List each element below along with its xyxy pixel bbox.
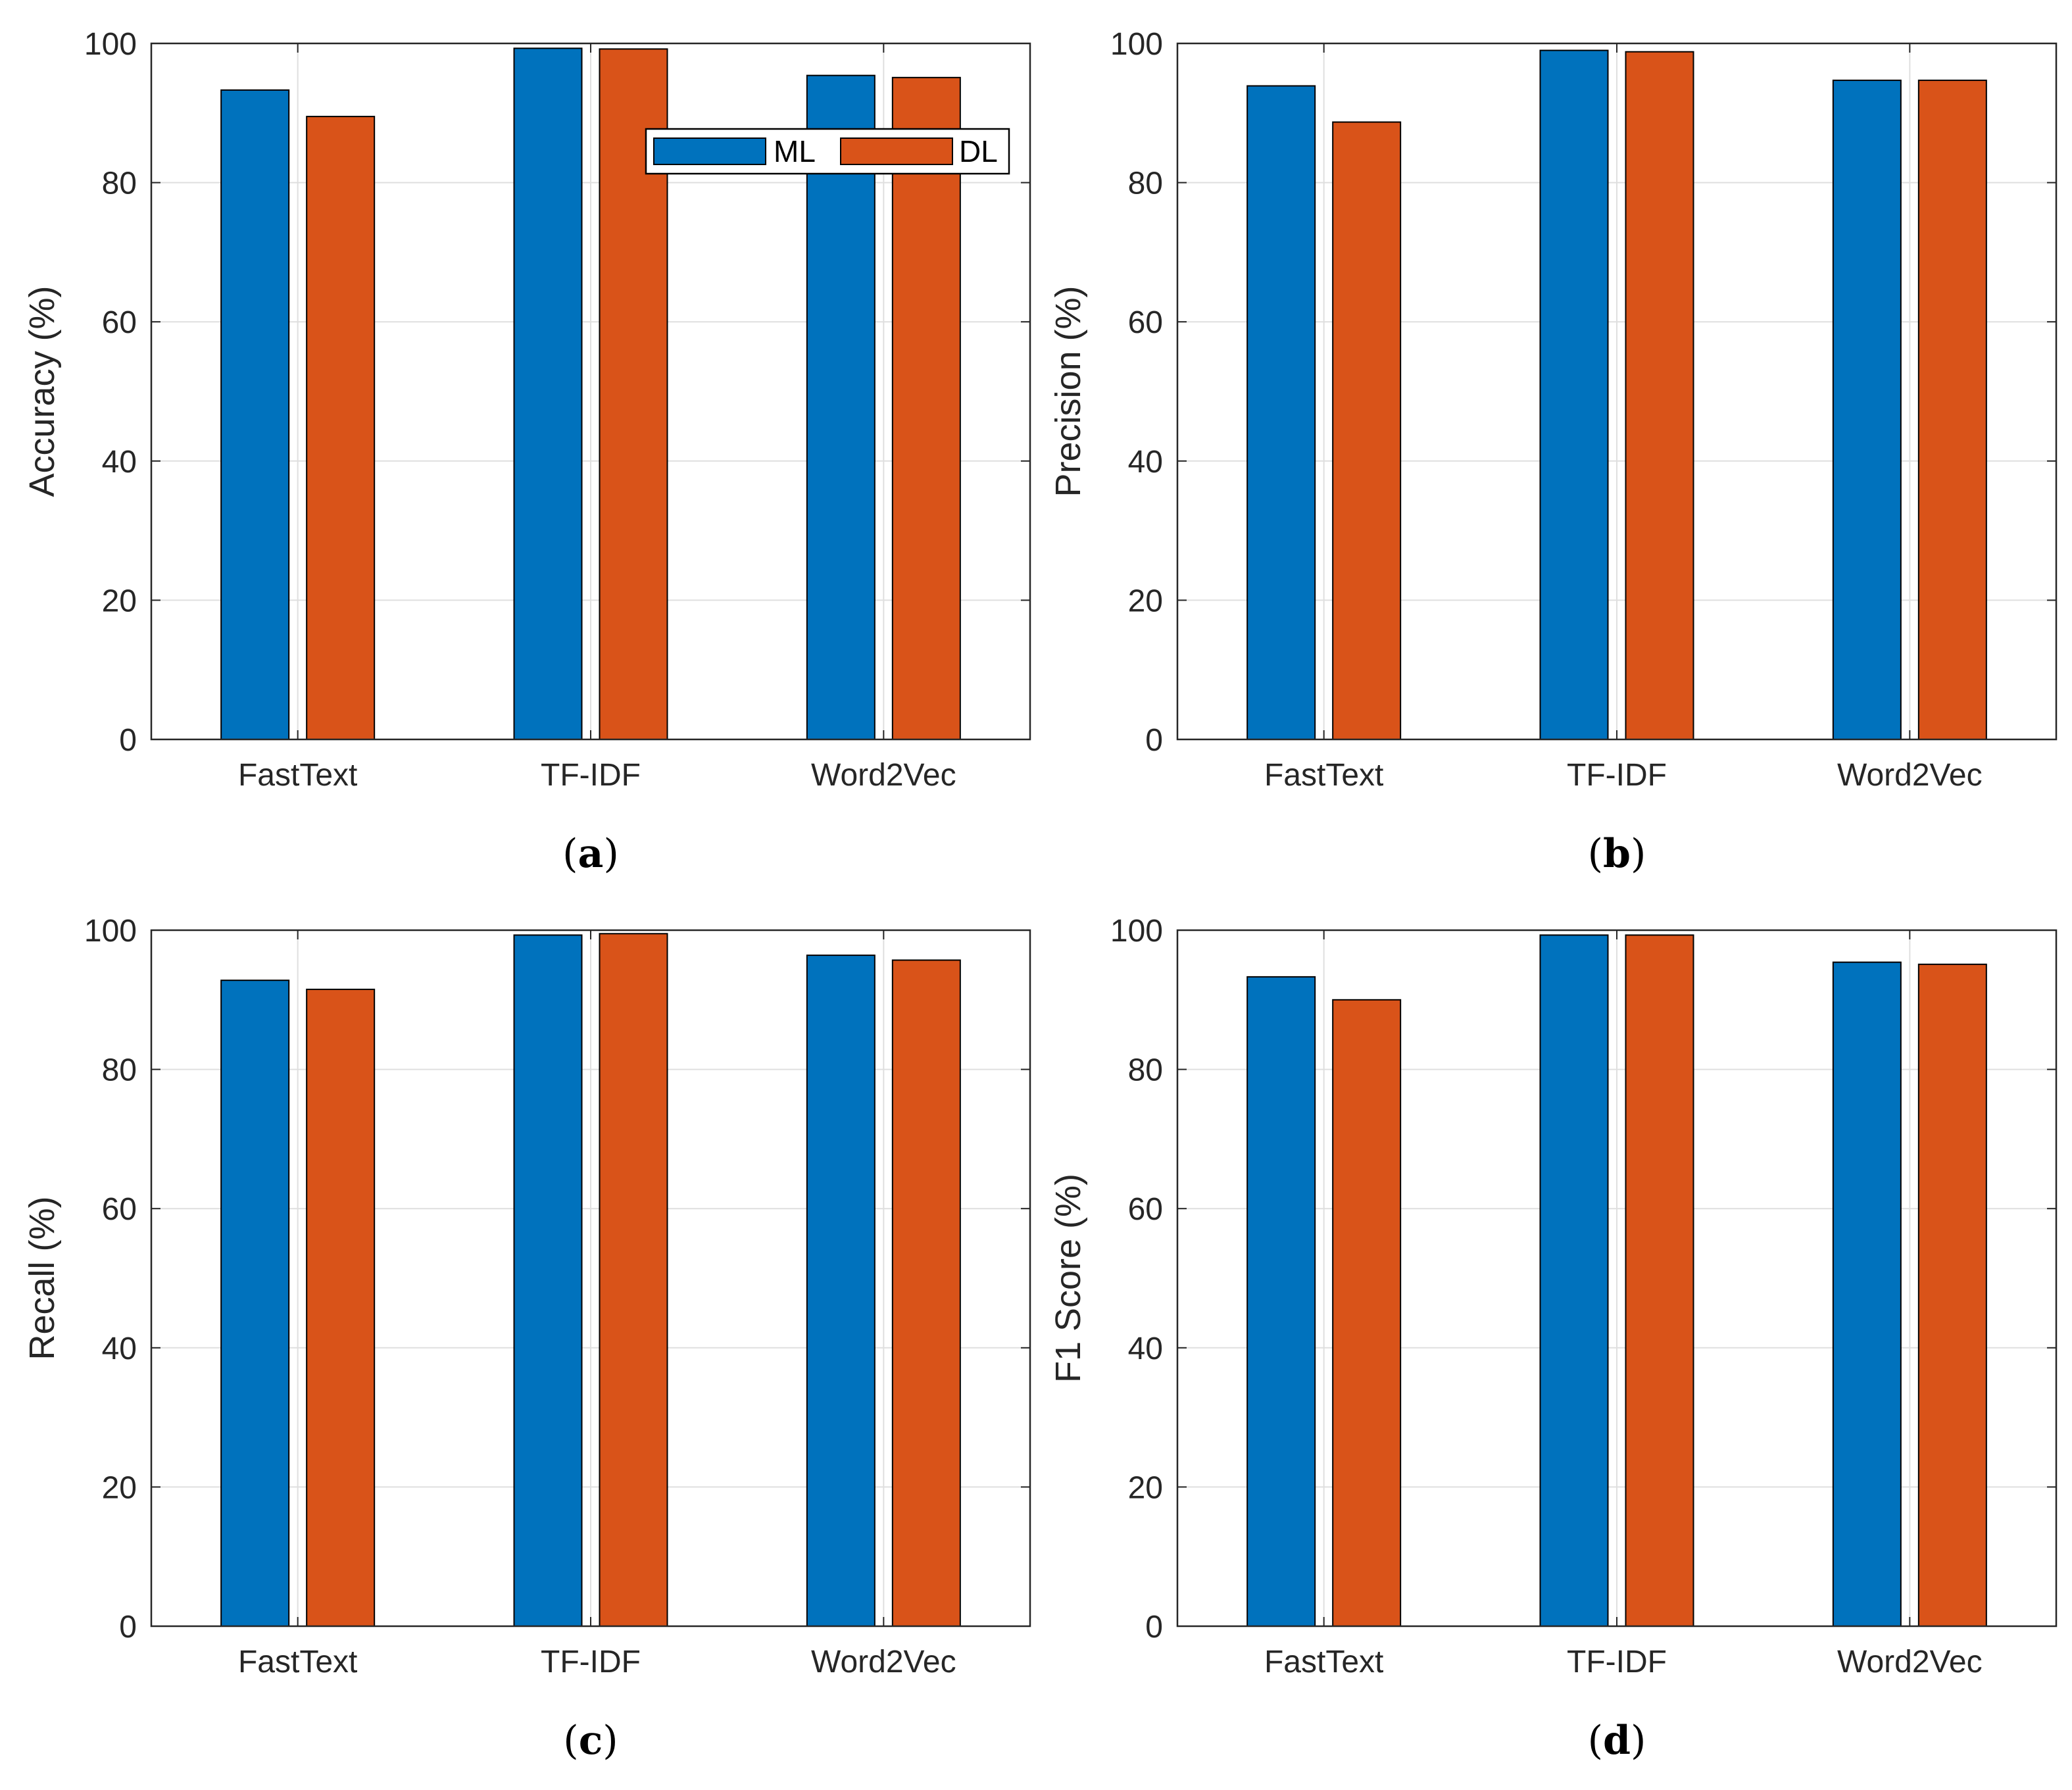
y-tick-label: 80 [1128, 166, 1163, 201]
bar-dl-word2vec [1917, 963, 1987, 1628]
bar-dl-word2vec [1917, 80, 1987, 741]
x-tick-label: TF-IDF [1567, 758, 1667, 793]
y-tick-label: 0 [119, 723, 137, 758]
caption-letter: d [1603, 1718, 1631, 1764]
caption-paren: ( [563, 1718, 578, 1764]
x-tick-label: TF-IDF [1567, 1645, 1667, 1679]
panel-caption: (c) [563, 1718, 618, 1764]
caption-letter: b [1603, 831, 1631, 877]
y-tick-label: 0 [119, 1610, 137, 1645]
x-tick-label: Word2Vec [1837, 1645, 1983, 1679]
y-tick-label: 60 [102, 1192, 137, 1227]
caption-paren: ) [1631, 831, 1646, 877]
y-tick-label: 100 [1110, 27, 1163, 62]
y-tick-label: 100 [84, 27, 137, 62]
x-tick-label: TF-IDF [541, 758, 641, 793]
caption-letter: a [578, 831, 604, 877]
y-tick-label: 80 [102, 166, 137, 201]
caption-paren: ( [1588, 1718, 1603, 1764]
y-axis-label: F1 Score (%) [1048, 1174, 1088, 1383]
y-tick-label: 0 [1145, 1610, 1163, 1645]
chart-panel-b: 0 20 40 60 80 100 FastText TF-IDF Word2Vec Precis… [1048, 27, 2058, 877]
y-tick-label: 80 [1128, 1053, 1163, 1088]
y-tick-label: 60 [1128, 305, 1163, 340]
caption-paren: ( [562, 831, 578, 877]
caption-paren: ) [603, 831, 618, 877]
bar-ml-tf-idf [513, 934, 583, 1627]
x-tick-label: Word2Vec [811, 758, 956, 793]
bar-ml-word2vec [806, 74, 876, 740]
bar-ml-tf-idf [1539, 934, 1609, 1627]
caption-paren: ) [1631, 1718, 1646, 1764]
panel-caption: (a) [562, 831, 619, 877]
bar-ml-fasttext [220, 89, 290, 741]
y-tick-label: 20 [102, 1470, 137, 1505]
y-tick-label: 40 [102, 445, 137, 480]
y-tick-label: 20 [1128, 584, 1163, 618]
bar-ml-word2vec [806, 955, 876, 1627]
bar-dl-tf-idf [599, 933, 668, 1627]
bar-ml-word2vec [1832, 80, 1902, 741]
x-tick-label: FastText [1264, 1645, 1383, 1679]
bar-ml-word2vec [1832, 961, 1902, 1627]
x-tick-label: FastText [238, 1645, 357, 1679]
panel-caption: (d) [1588, 1718, 1646, 1764]
panel-caption: (b) [1588, 831, 1646, 877]
caption-letter: c [579, 1718, 603, 1764]
bar-dl-tf-idf [1625, 51, 1694, 740]
bar-ml-fasttext [1246, 85, 1316, 740]
y-tick-label: 60 [102, 305, 137, 340]
y-axis-label: Accuracy (%) [22, 286, 62, 497]
legend: ML DL [645, 128, 1010, 175]
bar-dl-fasttext [306, 988, 376, 1628]
bar-dl-fasttext [1332, 121, 1402, 740]
x-tick-label: Word2Vec [1837, 758, 1983, 793]
bar-dl-fasttext [306, 116, 376, 740]
y-tick-label: 40 [1128, 445, 1163, 480]
bar-ml-fasttext [220, 980, 290, 1627]
chart-panel-d: 0 20 40 60 80 100 FastText TF-IDF Word2Vec F1 Sco… [1048, 914, 2058, 1764]
chart-panel-c: 0 20 40 60 80 100 FastText TF-IDF Word2Vec Recall… [22, 914, 1031, 1764]
bar-ml-tf-idf [513, 47, 583, 740]
legend-swatch-dl [840, 137, 953, 165]
y-axis-label: Precision (%) [1048, 286, 1088, 497]
legend-swatch-ml [653, 137, 766, 165]
bar-dl-fasttext [1332, 999, 1402, 1628]
legend-label-ml: ML [774, 134, 816, 168]
bar-ml-fasttext [1246, 976, 1316, 1627]
caption-paren: ) [603, 1718, 618, 1764]
bar-dl-word2vec [891, 76, 961, 741]
y-tick-label: 100 [1110, 914, 1163, 949]
bar-dl-word2vec [891, 959, 961, 1627]
caption-paren: ( [1588, 831, 1603, 877]
x-tick-label: FastText [238, 758, 357, 793]
y-tick-label: 0 [1145, 723, 1163, 758]
legend-label-dl: DL [959, 134, 998, 168]
y-tick-label: 100 [84, 914, 137, 949]
y-tick-label: 40 [102, 1331, 137, 1366]
x-tick-label: FastText [1264, 758, 1383, 793]
y-tick-label: 20 [1128, 1470, 1163, 1505]
y-axis-label: Recall (%) [22, 1196, 62, 1360]
x-tick-label: Word2Vec [811, 1645, 956, 1679]
bar-dl-tf-idf [1625, 934, 1694, 1627]
bar-ml-tf-idf [1539, 49, 1609, 741]
y-tick-label: 60 [1128, 1192, 1163, 1227]
y-tick-label: 40 [1128, 1331, 1163, 1366]
y-tick-label: 20 [102, 584, 137, 618]
x-tick-label: TF-IDF [541, 1645, 641, 1679]
y-tick-label: 80 [102, 1053, 137, 1088]
